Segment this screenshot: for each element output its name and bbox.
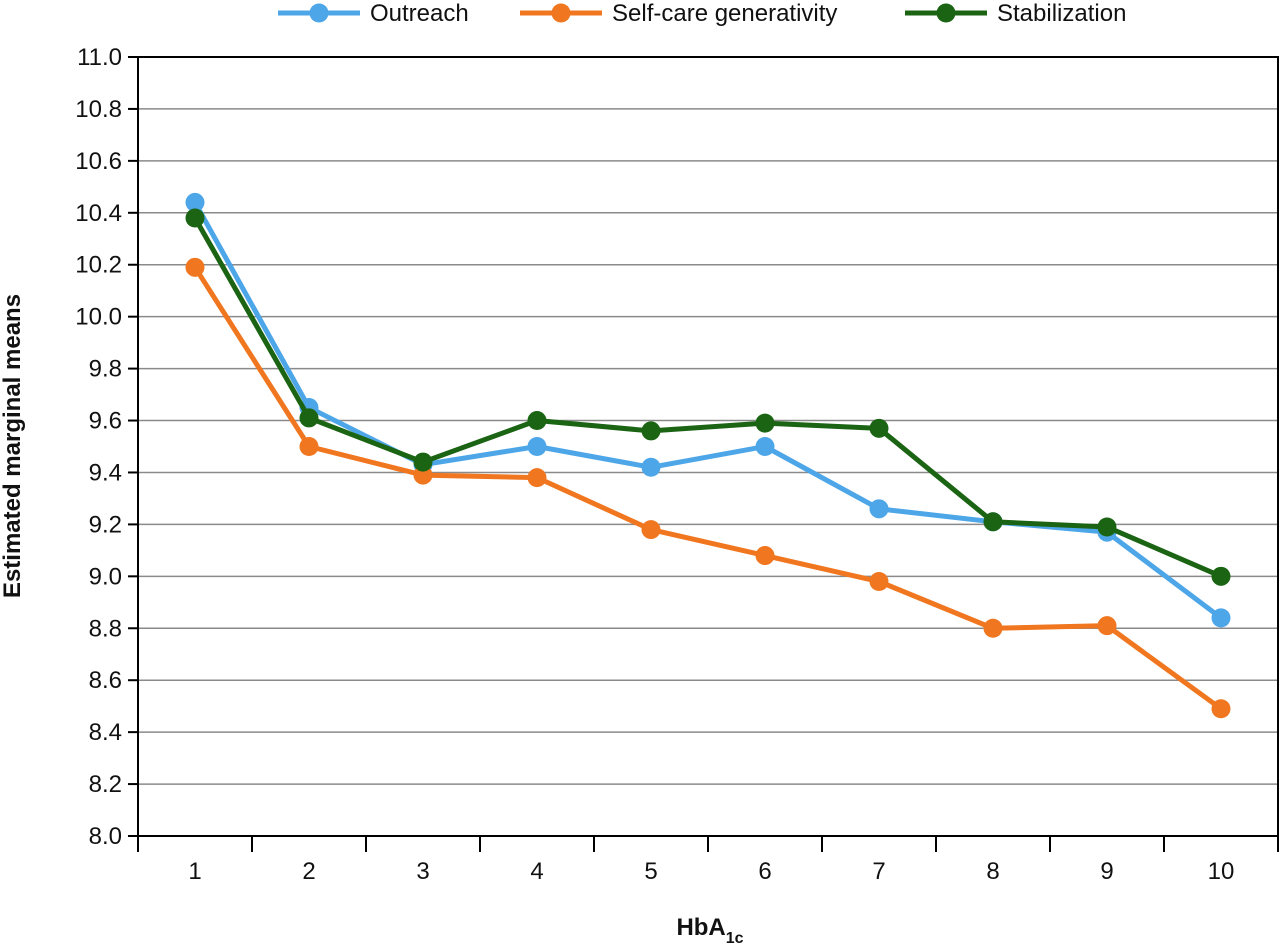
y-tick-label: 10.6 [75,148,122,175]
x-axis: 1 2 3 4 5 6 7 8 9 10 [137,836,1279,885]
data-point [1211,608,1231,628]
y-tick-label: 8.0 [89,823,122,850]
data-point [869,499,889,519]
legend-item: Stabilization [905,0,1126,27]
data-point [1097,616,1117,636]
data-point [527,411,547,431]
data-point [413,452,433,472]
y-axis: 8.0 8.2 8.4 8.6 8.8 9.0 9.2 9.4 9.6 9.8 10.0 10.2 10… [75,44,138,850]
data-point [755,546,775,566]
series-line [192,216,1222,579]
x-tick-label: 5 [644,858,657,885]
series-outreach [185,192,1231,628]
y-tick-label: 8.2 [89,771,122,798]
y-tick-label: 11.0 [77,44,122,71]
data-point [527,437,547,456]
legend-swatch-marker [309,3,329,23]
series-line [192,265,1223,711]
data-point [641,457,661,477]
y-tick-label: 8.8 [89,615,122,642]
x-tick-label: 9 [1100,858,1113,885]
data-point [1211,566,1231,586]
data-point [299,408,319,428]
data-point [869,572,889,592]
series-self-care-generativity [185,257,1231,719]
gridlines [138,108,1278,785]
y-tick-label: 10.2 [75,252,122,279]
data-point [755,437,775,456]
legend: Outreach Self-care generativity Stabilizat… [278,0,1126,27]
x-axis-title: HbA1c [676,914,743,943]
y-tick-label: 8.4 [89,719,122,746]
x-tick-label: 4 [530,858,543,885]
x-tick-label: 7 [872,858,885,885]
data-point [185,257,205,277]
x-tick-label: 8 [986,858,999,885]
y-tick-label: 9.8 [89,356,122,383]
data-point [755,413,775,433]
series-stabilization [185,208,1231,586]
data-point [1211,699,1231,719]
legend-item: Outreach [278,0,469,27]
y-tick-label: 8.6 [89,667,122,694]
x-tick-label: 6 [758,858,771,885]
x-axis-title-main: HbA [676,914,725,941]
y-axis-title: Estimated marginal means [0,294,26,598]
x-axis-title-subscript: 1c [726,930,744,943]
series-line [192,201,1223,620]
y-tick-label: 9.2 [89,511,122,538]
legend-item: Self-care generativity [520,0,837,27]
data-point [1097,517,1117,537]
y-tick-label: 10.4 [75,200,122,227]
data-point [185,208,205,228]
data-point [185,192,205,212]
series-layer [185,192,1231,719]
y-tick-label: 9.4 [89,459,122,486]
y-tick-label: 10.0 [75,304,122,331]
legend-swatch-marker [551,3,571,23]
x-tick-label: 10 [1208,858,1235,885]
data-point [641,421,661,441]
data-point [641,520,661,540]
data-point [983,512,1003,532]
data-point [983,618,1003,638]
legend-label: Self-care generativity [612,0,837,27]
x-tick-label: 2 [302,858,315,885]
x-tick-label: 3 [416,858,429,885]
y-tick-label: 9.0 [89,563,122,590]
legend-swatch-marker [936,3,956,23]
y-tick-label: 9.6 [89,408,122,435]
x-tick-label: 1 [188,858,201,885]
y-tick-label: 10.8 [75,96,122,123]
data-point [413,465,433,485]
data-point [299,437,319,456]
data-point [527,468,547,488]
legend-label: Stabilization [997,0,1126,27]
data-point [869,418,889,438]
legend-label: Outreach [370,0,469,27]
